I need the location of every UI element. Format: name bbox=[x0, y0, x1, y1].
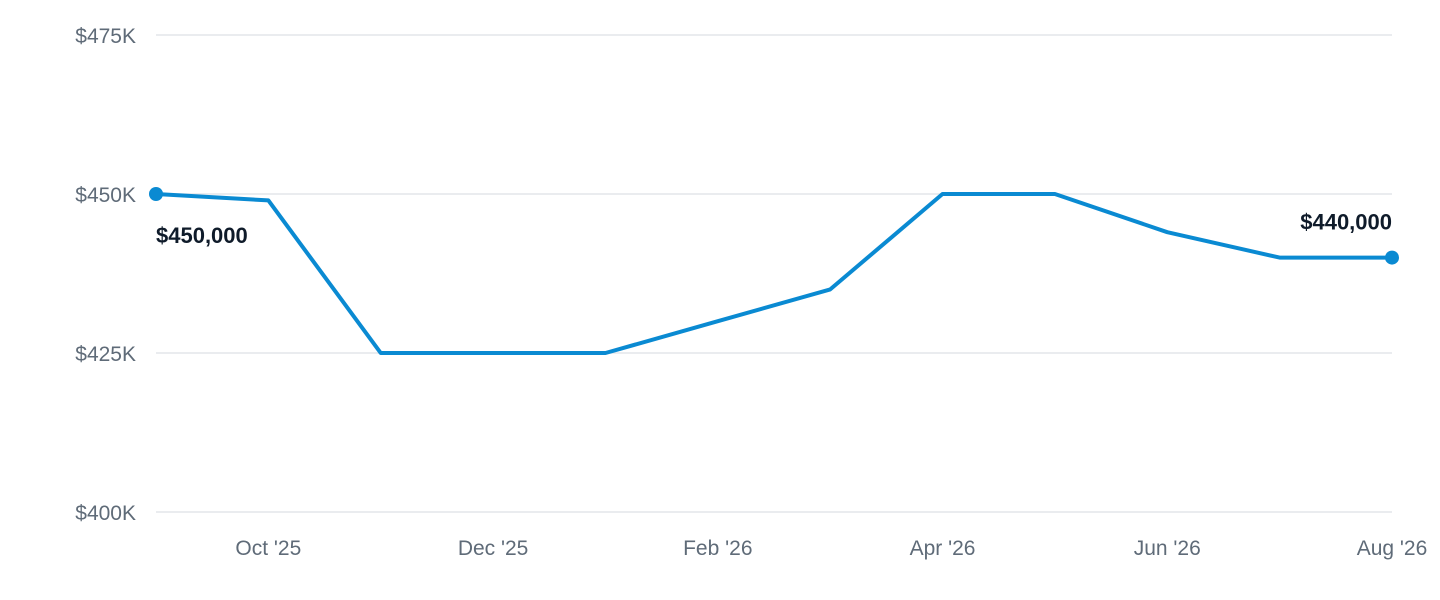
series-layer bbox=[149, 187, 1399, 355]
end-value-label: $440,000 bbox=[1300, 210, 1392, 235]
y-tick-label: $450K bbox=[75, 184, 136, 207]
y-axis-tick-labels: $475K $450K $425K $400K bbox=[75, 25, 136, 525]
x-tick-label: Aug '26 bbox=[1357, 537, 1428, 560]
x-axis-tick-labels: Oct '25 Dec '25 Feb '26 Apr '26 Jun '26 Aug '… bbox=[235, 537, 1427, 560]
y-tick-label: $400K bbox=[75, 502, 136, 525]
x-tick-label: Feb '26 bbox=[683, 537, 752, 560]
x-tick-label: Apr '26 bbox=[910, 537, 976, 560]
x-tick-label: Oct '25 bbox=[235, 537, 301, 560]
annotations: $450,000 $440,000 bbox=[156, 210, 1392, 248]
y-tick-label: $475K bbox=[75, 25, 136, 48]
y-tick-label: $425K bbox=[75, 343, 136, 366]
end-point-marker bbox=[1385, 250, 1399, 265]
x-tick-label: Dec '25 bbox=[458, 537, 529, 560]
x-tick-label: Jun '26 bbox=[1134, 537, 1201, 560]
start-value-label: $450,000 bbox=[156, 223, 248, 248]
series-line bbox=[154, 192, 1394, 355]
grid-lines bbox=[156, 34, 1392, 513]
start-point-marker bbox=[149, 187, 163, 201]
